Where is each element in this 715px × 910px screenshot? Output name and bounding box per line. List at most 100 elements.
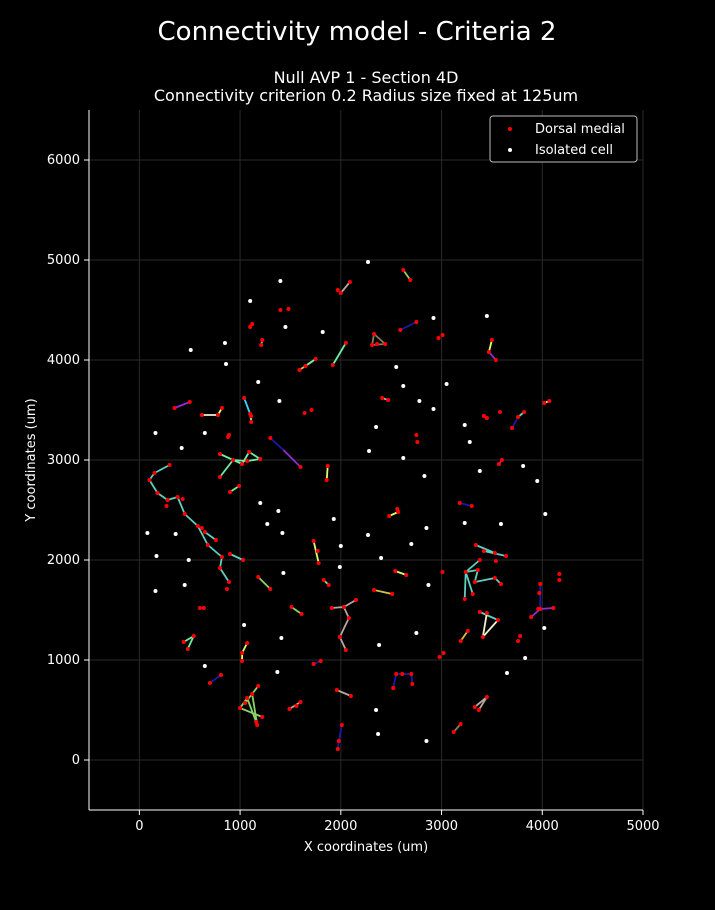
connection-edge bbox=[481, 612, 488, 638]
dorsal-medial-point bbox=[268, 587, 273, 591]
dorsal-medial-point bbox=[278, 308, 283, 312]
isolated-cell-point bbox=[173, 532, 178, 536]
connection-edge bbox=[511, 416, 519, 429]
dorsal-medial-point bbox=[164, 504, 169, 508]
dorsal-medial-point bbox=[249, 414, 254, 418]
cell-points bbox=[145, 260, 562, 751]
isolated-cell-point bbox=[275, 670, 280, 674]
isolated-cell-point bbox=[523, 656, 528, 660]
connection-edge bbox=[459, 630, 469, 642]
y-tick-label: 0 bbox=[72, 753, 80, 768]
isolated-cell-point bbox=[281, 571, 286, 575]
dorsal-medial-point bbox=[207, 681, 212, 685]
isolated-cell-point bbox=[153, 431, 158, 435]
isolated-cell-point bbox=[242, 623, 247, 627]
dorsal-medial-point bbox=[339, 723, 344, 727]
dorsal-medial-point bbox=[218, 673, 223, 677]
isolated-cell-point bbox=[484, 314, 489, 318]
dorsal-medial-point bbox=[336, 739, 341, 743]
connection-edge bbox=[336, 689, 352, 697]
isolated-cell-point bbox=[424, 526, 429, 530]
legend-marker-dorsal-medial bbox=[508, 127, 512, 131]
isolated-cell-point bbox=[374, 708, 379, 712]
dorsal-medial-point bbox=[495, 618, 500, 622]
connection-edge bbox=[174, 401, 191, 409]
connection-edge bbox=[239, 707, 263, 718]
dorsal-medial-point bbox=[380, 396, 385, 400]
dorsal-medial-point bbox=[458, 722, 463, 726]
x-tick-label: 2000 bbox=[324, 819, 357, 834]
dorsal-medial-point bbox=[197, 606, 202, 610]
dorsal-medial-point bbox=[213, 538, 218, 542]
x-tick-label: 0 bbox=[135, 819, 143, 834]
isolated-cell-point bbox=[276, 509, 281, 513]
dorsal-medial-point bbox=[155, 491, 160, 495]
isolated-cell-point bbox=[417, 399, 422, 403]
dorsal-medial-point bbox=[437, 655, 442, 659]
isolated-cell-point bbox=[424, 739, 429, 743]
isolated-cell-point bbox=[186, 558, 191, 562]
dorsal-medial-point bbox=[393, 569, 398, 573]
dorsal-medial-point bbox=[414, 320, 419, 324]
dorsal-medial-point bbox=[303, 364, 308, 368]
isolated-cell-point bbox=[278, 279, 283, 283]
connection-edge bbox=[340, 281, 351, 294]
chart-title-line1: Null AVP 1 - Section 4D bbox=[274, 68, 459, 87]
dorsal-medial-point bbox=[469, 504, 474, 508]
dorsal-medial-point bbox=[256, 684, 261, 688]
dorsal-medial-point bbox=[289, 605, 294, 609]
dorsal-medial-point bbox=[268, 436, 273, 440]
dorsal-medial-point bbox=[167, 463, 172, 467]
dorsal-medial-point bbox=[224, 587, 229, 591]
isolated-cell-point bbox=[188, 348, 193, 352]
isolated-cell-point bbox=[431, 407, 436, 411]
isolated-cell-point bbox=[376, 732, 381, 736]
dorsal-medial-point bbox=[441, 651, 446, 655]
connection-edge bbox=[343, 606, 350, 619]
isolated-cell-point bbox=[422, 474, 427, 478]
dorsal-medial-point bbox=[496, 462, 501, 466]
connection-edge bbox=[156, 492, 169, 501]
isolated-cell-point bbox=[431, 316, 436, 320]
dorsal-medial-point bbox=[348, 694, 353, 698]
dorsal-medial-point bbox=[529, 615, 534, 619]
dorsal-medial-point bbox=[172, 406, 177, 410]
dorsal-medial-point bbox=[458, 639, 463, 643]
y-tick-label: 2000 bbox=[47, 553, 80, 568]
dorsal-medial-point bbox=[202, 530, 207, 534]
connection-edge bbox=[207, 544, 223, 558]
dorsal-medial-point bbox=[470, 592, 475, 596]
connection-edge bbox=[338, 617, 350, 638]
connection-edge bbox=[219, 453, 243, 465]
dorsal-medial-point bbox=[259, 343, 264, 347]
dorsal-medial-point bbox=[516, 415, 521, 419]
x-tick-label: 4000 bbox=[526, 819, 559, 834]
dorsal-medial-point bbox=[298, 700, 303, 704]
dorsal-medial-point bbox=[436, 336, 441, 340]
isolated-cell-point bbox=[338, 544, 343, 548]
dorsal-medial-point bbox=[217, 475, 222, 479]
connection-edge bbox=[241, 451, 250, 465]
connection-edge bbox=[257, 576, 271, 590]
dorsal-medial-point bbox=[199, 413, 204, 417]
dorsal-medial-point bbox=[242, 396, 247, 400]
dorsal-medial-point bbox=[472, 705, 477, 709]
dorsal-medial-point bbox=[180, 497, 185, 501]
y-axis-label: Y coordinates (um) bbox=[24, 398, 39, 522]
dorsal-medial-point bbox=[465, 629, 470, 633]
connection-edge bbox=[464, 571, 474, 595]
connection-edge bbox=[196, 525, 209, 546]
dorsal-medial-point bbox=[400, 672, 405, 676]
dorsal-medial-point bbox=[315, 549, 320, 553]
dorsal-medial-point bbox=[473, 543, 478, 547]
dorsal-medial-point bbox=[486, 350, 491, 354]
isolated-cell-point bbox=[444, 382, 449, 386]
isolated-cell-point bbox=[331, 517, 336, 521]
dorsal-medial-point bbox=[547, 399, 552, 403]
connection-edge bbox=[204, 531, 217, 541]
isolated-cell-point bbox=[337, 565, 342, 569]
connection-edge bbox=[465, 559, 481, 573]
dorsal-medial-point bbox=[522, 410, 527, 414]
connection-edge bbox=[488, 339, 493, 353]
